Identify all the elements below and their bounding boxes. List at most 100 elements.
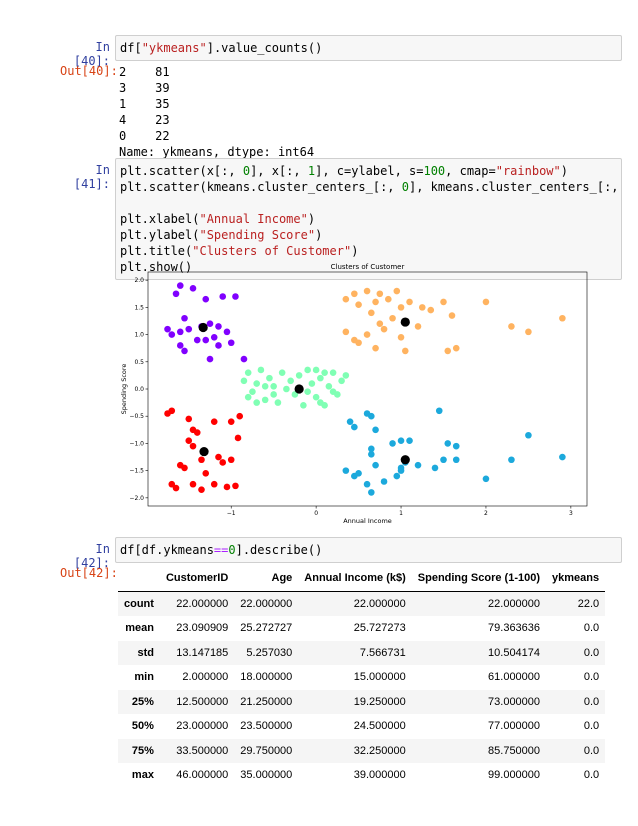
cell: 5.257030 xyxy=(246,646,293,659)
point xyxy=(482,298,490,306)
prompt-in: In [41]: xyxy=(73,163,110,191)
cell: 7.566731 xyxy=(359,646,406,659)
cell: 0.0 xyxy=(583,769,600,782)
cell: 0.0 xyxy=(583,622,600,635)
code-line: plt.title("Clusters of Customer") xyxy=(120,244,359,258)
point xyxy=(372,461,379,469)
point xyxy=(351,290,358,298)
point xyxy=(202,295,210,303)
code-line: df[df.ykmeans==0].describe() xyxy=(120,543,323,557)
cell: 23.000000 xyxy=(176,720,229,733)
point xyxy=(227,418,235,425)
point xyxy=(261,396,269,404)
point xyxy=(559,453,566,461)
point xyxy=(363,287,371,295)
cluster-center xyxy=(294,384,304,394)
y-tick-label: −1.0 xyxy=(129,440,144,447)
point xyxy=(185,437,193,444)
cell: 46.000000 xyxy=(176,769,229,782)
point xyxy=(372,298,379,306)
point xyxy=(346,418,354,425)
point xyxy=(181,464,188,472)
row: mean 23.090909 25.272727 25.727273 79.363636… xyxy=(118,616,605,641)
cell: 10.504174 xyxy=(488,646,541,659)
point xyxy=(287,377,294,385)
point xyxy=(176,282,184,289)
cell: 23.090909 xyxy=(176,622,229,635)
point xyxy=(342,295,350,303)
point xyxy=(189,442,197,450)
point xyxy=(452,442,460,450)
chart: Clusters of Customer −1 0 1 2 3 −2.0 −1.5 −1.0 −0… xyxy=(120,263,588,524)
cluster-center xyxy=(199,446,209,457)
point xyxy=(304,366,311,374)
point xyxy=(355,470,362,477)
point xyxy=(368,445,375,453)
point xyxy=(440,456,447,464)
point xyxy=(202,470,210,477)
row-label: 50% xyxy=(131,720,154,733)
point xyxy=(393,472,401,480)
cell: 35.000000 xyxy=(240,769,293,782)
cell: 22.000000 xyxy=(353,597,406,610)
cell: 0.0 xyxy=(583,744,600,757)
point xyxy=(219,459,227,466)
cell: 0.0 xyxy=(583,671,600,684)
point xyxy=(380,478,388,485)
cell: 22.0 xyxy=(577,597,600,610)
cell: 24.500000 xyxy=(353,720,406,733)
code-cell[interactable]: df["ykmeans"].value_counts() xyxy=(115,35,622,61)
point xyxy=(198,486,205,493)
cell: 85.750000 xyxy=(488,744,541,757)
point xyxy=(414,461,422,469)
point xyxy=(317,374,324,382)
point xyxy=(176,342,184,349)
y-axis-label: Spending Score xyxy=(120,364,128,415)
point xyxy=(266,374,273,382)
row: count 22.000000 22.000000 22.000000 22.00000… xyxy=(118,591,606,616)
table-body: count 22.000000 22.000000 22.000000 22.00000… xyxy=(118,591,606,788)
code-cell[interactable]: plt.scatter(x[:, 0], x[:, 1], c=ylabel, … xyxy=(115,158,622,280)
code-cell[interactable]: df[df.ykmeans==0].describe() xyxy=(115,537,622,563)
code-line: df["ykmeans"].value_counts() xyxy=(120,41,323,55)
point xyxy=(202,336,210,344)
row-label: min xyxy=(134,671,154,684)
x-tick-label: 3 xyxy=(569,510,573,517)
point xyxy=(223,328,231,336)
point xyxy=(393,287,401,295)
code-line: plt.ylabel("Spending Score") xyxy=(120,228,323,242)
point xyxy=(397,467,405,474)
cell: 25.727273 xyxy=(353,622,406,635)
column-header: Annual Income (k$) xyxy=(298,566,412,592)
prompt-out: Out[40]: xyxy=(60,64,118,78)
point xyxy=(193,336,201,344)
point xyxy=(401,347,409,355)
y-tick-label: 2.0 xyxy=(134,277,144,284)
point xyxy=(440,298,447,306)
cell: 22.000000 xyxy=(240,597,293,610)
y-tick-label: 0.0 xyxy=(134,386,144,393)
point xyxy=(236,412,244,420)
cell: 33.500000 xyxy=(176,744,229,757)
point xyxy=(389,440,396,447)
cell: 12.500000 xyxy=(176,695,229,708)
point xyxy=(397,334,405,341)
point xyxy=(232,482,239,490)
point xyxy=(240,355,248,363)
cell: 0.0 xyxy=(583,720,600,733)
point xyxy=(283,385,290,393)
point xyxy=(380,325,388,333)
row-label: 75% xyxy=(131,744,154,757)
point xyxy=(185,325,193,333)
cell: 18.000000 xyxy=(240,671,293,684)
output-line: Name: ykmeans, dtype: int64 xyxy=(119,145,315,159)
point xyxy=(189,285,197,292)
cell: 22.000000 xyxy=(488,597,541,610)
point xyxy=(181,347,188,355)
code-line: plt.scatter(x[:, 0], x[:, 1], c=ylabel, … xyxy=(120,164,568,178)
point xyxy=(372,426,379,434)
code-line: plt.scatter(kmeans.cluster_centers_[:, 0… xyxy=(120,180,622,194)
x-tick-label: −1 xyxy=(227,510,236,517)
point xyxy=(355,339,362,347)
